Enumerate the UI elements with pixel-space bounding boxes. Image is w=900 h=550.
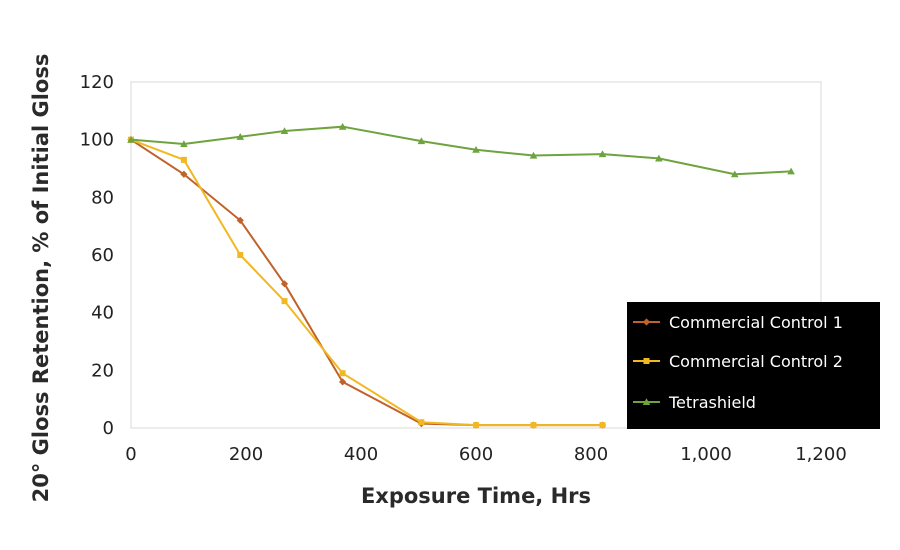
data-point-commercial-control-2 (180, 156, 187, 163)
data-point-tetrashield (529, 151, 538, 159)
data-point-tetrashield (127, 135, 135, 143)
series-layer (127, 122, 795, 429)
data-point-commercial-control-1 (280, 280, 289, 288)
legend: Commercial Control 1 Commercial Control 2… (627, 302, 880, 429)
data-point-commercial-control-2 (530, 422, 537, 429)
legend-label-commercial-control-2: Commercial Control 2 (669, 352, 843, 371)
data-point-tetrashield (730, 170, 739, 178)
x-tick-label: 1,000 (680, 444, 732, 465)
legend-item-commercial-control-2: Commercial Control 2 (633, 352, 843, 371)
series-commercial-control-1 (127, 136, 607, 429)
x-tick-label: 800 (574, 444, 608, 465)
data-point-tetrashield (787, 167, 795, 175)
series-line-tetrashield (130, 125, 792, 176)
data-point-tetrashield (338, 122, 347, 130)
data-point-commercial-control-2 (281, 298, 288, 305)
x-tick-label: 0 (125, 444, 136, 465)
data-point-tetrashield (472, 145, 480, 153)
data-point-commercial-control-2 (418, 419, 425, 426)
legend-marker-commercial-control-1 (642, 318, 651, 326)
y-tick-label: 80 (91, 187, 114, 208)
series-tetrashield (127, 122, 795, 178)
legend-marker-commercial-control-2 (643, 358, 650, 364)
y-axis-title: 20° Gloss Retention, % of Initial Gloss (29, 54, 53, 503)
y-tick-label: 0 (103, 418, 114, 439)
data-point-commercial-control-1 (180, 170, 188, 178)
data-point-commercial-control-1 (236, 216, 244, 224)
data-point-tetrashield (655, 154, 663, 162)
data-point-tetrashield (417, 137, 426, 145)
x-tick-label: 1,200 (795, 444, 847, 465)
data-point-commercial-control-2 (599, 422, 606, 429)
series-line-commercial-control-2 (130, 138, 603, 427)
data-point-commercial-control-2 (473, 422, 479, 429)
x-tick-label: 200 (229, 444, 263, 465)
data-point-commercial-control-2 (339, 370, 346, 377)
series-commercial-control-2 (128, 136, 606, 429)
data-point-commercial-control-1 (339, 378, 347, 386)
y-tick-label: 100 (80, 130, 114, 151)
legend-item-commercial-control-1: Commercial Control 1 (633, 313, 843, 332)
legend-item-tetrashield: Tetrashield (633, 393, 756, 412)
data-point-tetrashield (280, 127, 289, 135)
x-tick-label: 600 (459, 444, 493, 465)
y-tick-label: 20 (91, 360, 114, 381)
data-point-tetrashield (180, 140, 188, 148)
data-point-tetrashield (236, 132, 245, 140)
legend-background (627, 302, 880, 429)
x-axis-title: Exposure Time, Hrs (361, 484, 591, 508)
data-point-commercial-control-2 (237, 252, 244, 258)
legend-label-commercial-control-1: Commercial Control 1 (669, 313, 843, 332)
y-tick-label: 120 (80, 72, 114, 93)
legend-label-tetrashield: Tetrashield (668, 393, 756, 412)
series-line-commercial-control-1 (130, 138, 603, 427)
y-tick-label: 60 (91, 245, 114, 266)
y-tick-label: 40 (91, 303, 114, 324)
x-axis-ticks: 0 200 400 600 800 1,000 1,200 (125, 444, 846, 465)
data-point-tetrashield (598, 150, 607, 158)
y-axis-ticks: 0 20 40 60 80 100 120 (80, 72, 114, 439)
legend-marker-tetrashield (642, 398, 651, 406)
x-tick-label: 400 (344, 444, 378, 465)
